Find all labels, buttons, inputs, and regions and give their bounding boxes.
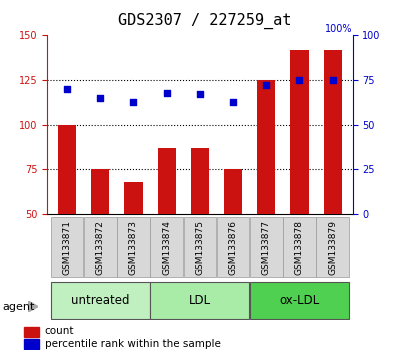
Point bbox=[295, 77, 302, 83]
Bar bbox=[91, 170, 109, 214]
Text: GSM133877: GSM133877 bbox=[261, 219, 270, 275]
Point bbox=[64, 86, 70, 92]
Bar bbox=[51, 217, 83, 277]
Bar bbox=[24, 339, 39, 349]
Text: GSM133872: GSM133872 bbox=[96, 219, 105, 275]
Bar bbox=[190, 148, 209, 214]
Text: GDS2307 / 227259_at: GDS2307 / 227259_at bbox=[118, 12, 291, 29]
Bar bbox=[150, 282, 249, 319]
Bar bbox=[84, 217, 116, 277]
Bar bbox=[290, 50, 308, 214]
Point bbox=[262, 82, 269, 88]
Bar bbox=[256, 80, 275, 214]
Bar bbox=[24, 326, 39, 337]
Text: GSM133875: GSM133875 bbox=[195, 219, 204, 275]
Bar bbox=[323, 50, 341, 214]
Text: percentile rank within the sample: percentile rank within the sample bbox=[45, 339, 220, 349]
Text: count: count bbox=[45, 326, 74, 336]
Text: GSM133878: GSM133878 bbox=[294, 219, 303, 275]
Point bbox=[229, 99, 236, 104]
Bar bbox=[249, 217, 282, 277]
Text: 100%: 100% bbox=[324, 24, 352, 34]
Bar bbox=[316, 217, 348, 277]
Bar bbox=[58, 125, 76, 214]
Bar bbox=[283, 217, 315, 277]
Text: LDL: LDL bbox=[189, 294, 210, 307]
Text: agent: agent bbox=[2, 302, 34, 312]
Point bbox=[163, 90, 170, 96]
Bar bbox=[51, 282, 149, 319]
Bar bbox=[124, 182, 142, 214]
Bar bbox=[117, 217, 149, 277]
Text: untreated: untreated bbox=[71, 294, 129, 307]
Point bbox=[130, 99, 137, 104]
Text: GSM133871: GSM133871 bbox=[63, 219, 72, 275]
Point bbox=[196, 92, 203, 97]
Point bbox=[328, 77, 335, 83]
Text: GSM133873: GSM133873 bbox=[129, 219, 138, 275]
Point bbox=[97, 95, 103, 101]
Text: GSM133876: GSM133876 bbox=[228, 219, 237, 275]
Text: GSM133879: GSM133879 bbox=[327, 219, 336, 275]
Bar bbox=[157, 148, 175, 214]
Bar bbox=[249, 282, 348, 319]
Text: GSM133874: GSM133874 bbox=[162, 219, 171, 275]
Bar bbox=[216, 217, 249, 277]
Bar bbox=[183, 217, 216, 277]
Bar bbox=[150, 217, 182, 277]
Polygon shape bbox=[28, 301, 38, 312]
Bar bbox=[223, 170, 242, 214]
Text: ox-LDL: ox-LDL bbox=[279, 294, 319, 307]
